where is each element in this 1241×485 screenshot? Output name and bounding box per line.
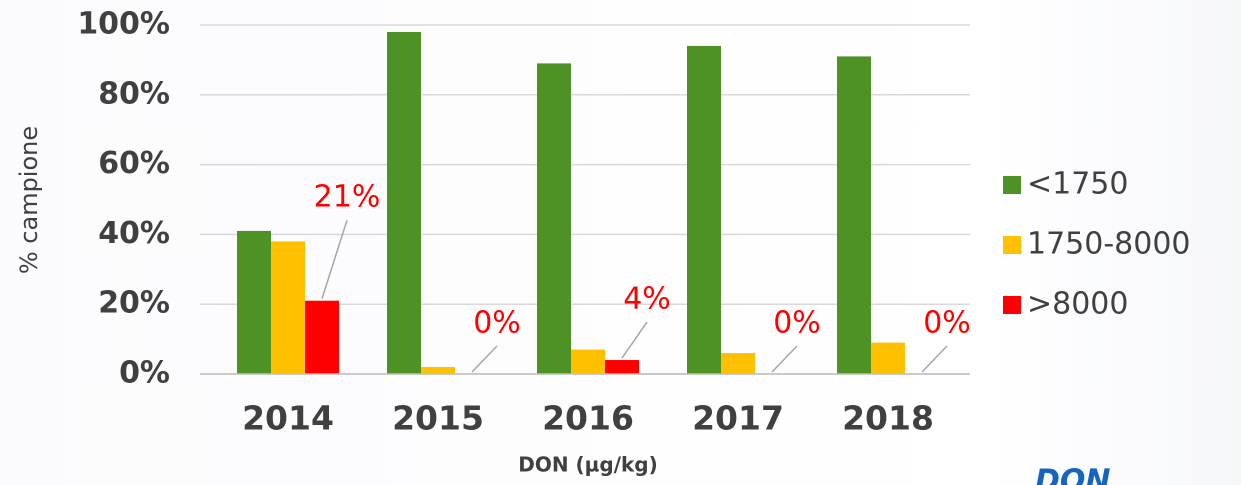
bar bbox=[421, 367, 455, 374]
bar bbox=[237, 231, 271, 374]
data-label: 0% bbox=[923, 306, 971, 341]
data-label: 0% bbox=[773, 306, 821, 341]
bar bbox=[837, 56, 871, 374]
x-tick-label: 2017 bbox=[692, 399, 784, 438]
chart: % campione DON (µg/kg) DON 0% 20% 40% 60% 80… bbox=[0, 0, 1241, 485]
bar bbox=[871, 343, 905, 374]
legend-swatch bbox=[1003, 176, 1021, 194]
corner-label: DON bbox=[1035, 464, 1111, 485]
bar bbox=[687, 46, 721, 374]
legend-swatch bbox=[1003, 296, 1021, 314]
bar bbox=[571, 350, 605, 374]
bar bbox=[537, 63, 571, 374]
data-label: 0% bbox=[473, 306, 521, 341]
y-tick-label: 40% bbox=[98, 216, 170, 251]
y-tick-label: 20% bbox=[98, 286, 170, 321]
data-label: 4% bbox=[623, 282, 671, 317]
bar bbox=[605, 360, 639, 374]
bar bbox=[271, 241, 305, 374]
y-tick-label: 0% bbox=[119, 356, 170, 391]
bar bbox=[305, 301, 339, 374]
x-tick-label: 2014 bbox=[242, 399, 334, 438]
y-axis-title: % campione bbox=[15, 126, 43, 274]
legend-swatch bbox=[1003, 236, 1021, 254]
legend-label: <1750 bbox=[1027, 167, 1128, 202]
x-tick-label: 2018 bbox=[842, 399, 934, 438]
x-tick-label: 2015 bbox=[392, 399, 484, 438]
bar bbox=[387, 32, 421, 374]
y-tick-label: 60% bbox=[98, 146, 170, 181]
y-tick-label: 100% bbox=[77, 7, 170, 42]
data-label: 21% bbox=[314, 180, 381, 215]
bar bbox=[721, 353, 755, 374]
x-axis-title: DON (µg/kg) bbox=[518, 453, 658, 477]
y-tick-label: 80% bbox=[98, 76, 170, 111]
legend-label: 1750-8000 bbox=[1027, 227, 1191, 262]
x-tick-label: 2016 bbox=[542, 399, 634, 438]
legend-label: >8000 bbox=[1027, 287, 1128, 322]
